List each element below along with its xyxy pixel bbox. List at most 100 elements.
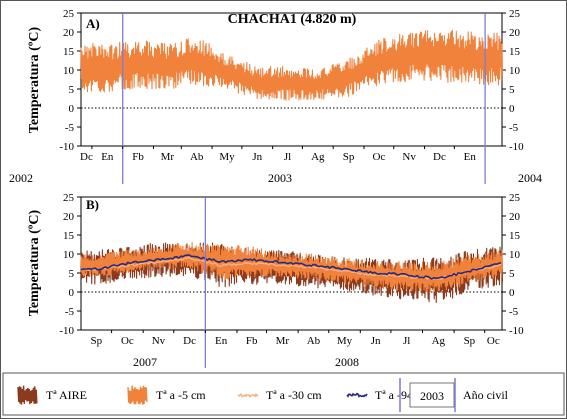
y-tick-label-right: 25 xyxy=(509,8,521,20)
y-tick-label: 10 xyxy=(63,65,75,77)
legend: Tª AIRE Tª a -5 cm Tª a -30 cm Tª a -94 cm2… xyxy=(2,372,565,416)
legend-swatch xyxy=(127,385,148,405)
panel-a-title: CHACHA1 (4.820 m) xyxy=(228,12,357,27)
y-tick-label: 5 xyxy=(69,84,75,96)
x-tick-label: Jn xyxy=(252,151,262,163)
y-tick-label: 15 xyxy=(63,46,75,58)
y-tick-label: -5 xyxy=(65,122,75,134)
x-year-label: 2007 xyxy=(133,355,157,369)
panel-a-month-labels: Dc En Fb Mr Ab My Jn Jl Ag Sp Oc Nv Dc En 2002 2003 2004 xyxy=(9,146,542,185)
y-tick-label-right: 25 xyxy=(509,192,521,204)
x-tick-label: Sp xyxy=(90,335,102,347)
y-tick-label: -5 xyxy=(65,306,75,318)
y-tick-label: 10 xyxy=(63,249,75,261)
x-year-label: 2008 xyxy=(335,355,359,369)
y-tick-label-right: 5 xyxy=(509,268,515,280)
x-year-label: 2003 xyxy=(268,171,292,185)
x-tick-label: Oc xyxy=(487,335,500,347)
x-tick-label: Oc xyxy=(121,335,134,347)
x-tick-label: En xyxy=(101,151,114,163)
legend-item: Año civil xyxy=(454,378,509,412)
y-tick-label: 5 xyxy=(69,268,75,280)
y-tick-label: 15 xyxy=(63,230,75,242)
y-tick-label-right: 10 xyxy=(509,65,521,77)
panel-b-series xyxy=(80,242,504,304)
x-tick-label: My xyxy=(219,151,235,163)
panel-b: B) -10 -10 -5 -5 0 0 5 5 10 10 15 15 20 20 25 25 Sp Oc Nv… xyxy=(59,192,524,369)
x-tick-label: Sp xyxy=(464,335,476,347)
y-tick-label-right: -5 xyxy=(509,306,519,318)
x-tick-label: Ab xyxy=(307,335,321,347)
y-tick-label-right: 0 xyxy=(509,287,515,299)
x-tick-label: En xyxy=(464,151,477,163)
series-t-a-5-cm xyxy=(80,242,504,293)
x-tick-label: Dc xyxy=(183,335,196,347)
x-tick-label: My xyxy=(337,335,353,347)
legend-label: Año civil xyxy=(463,388,509,402)
x-tick-label: Fb xyxy=(132,151,144,163)
y-tick-label: 20 xyxy=(63,211,75,223)
legend-label: 2003 xyxy=(420,389,444,403)
legend-item: Tª a -5 cm xyxy=(127,385,206,405)
x-tick-label: Ab xyxy=(190,151,204,163)
y-tick-label-right: 15 xyxy=(509,230,521,242)
legend-label: Tª a -30 cm xyxy=(266,388,322,402)
panel-a: A) CHACHA1 (4.820 m) -10 -10 -5 -5 0 0 5 5 10 10 1… xyxy=(9,8,542,185)
y-tick-label: -10 xyxy=(59,141,74,153)
y-tick-label: 0 xyxy=(69,287,75,299)
x-tick-label: Nv xyxy=(402,151,416,163)
y-tick-label-right: 10 xyxy=(509,249,521,261)
x-tick-label: Ag xyxy=(311,151,325,163)
legend-year-box xyxy=(409,382,455,408)
y-tick-label-right: 0 xyxy=(509,103,515,115)
legend-item: 2003 xyxy=(399,378,455,412)
x-year-label: 2002 xyxy=(9,171,33,185)
x-tick-label: Dc xyxy=(433,151,446,163)
legend-swatch xyxy=(237,392,259,398)
series-t-a-5-cm xyxy=(80,29,504,101)
y-tick-label-right: 5 xyxy=(509,84,515,96)
legend-item: Tª a -30 cm xyxy=(237,388,322,402)
panel-a-series xyxy=(80,29,504,101)
y-tick-label-right: 20 xyxy=(509,211,521,223)
y-tick-label-right: -10 xyxy=(509,141,524,153)
x-year-label: 2004 xyxy=(518,171,542,185)
legend-box xyxy=(2,372,565,416)
legend-swatch xyxy=(17,385,38,405)
panel-a-y-axis-title: Temperatura (ºC) xyxy=(27,26,42,133)
x-tick-label: Sp xyxy=(343,151,355,163)
y-tick-label: -10 xyxy=(59,325,74,337)
panel-b-month-labels: Sp Oc Nv Dc En Fb Mr Ab My Jn Jl Ag Sp Oc 2007 2008 xyxy=(90,330,500,369)
x-tick-label: Jn xyxy=(371,335,381,347)
panel-b-label: B) xyxy=(86,197,99,212)
legend-label: Tª a -5 cm xyxy=(156,388,206,402)
legend-item: Tª AIRE xyxy=(17,385,87,405)
panel-b-y-axis-title: Temperatura (ºC) xyxy=(27,209,42,316)
x-tick-label: En xyxy=(215,335,228,347)
x-tick-label: Mr xyxy=(161,151,175,163)
panel-a-label: A) xyxy=(86,16,100,31)
series-t-a-94-cm xyxy=(80,254,502,280)
x-tick-label: Fb xyxy=(246,335,258,347)
y-tick-label: 0 xyxy=(69,103,75,115)
legend-label: Tª AIRE xyxy=(46,388,87,402)
x-tick-label: Jl xyxy=(284,151,291,163)
y-tick-label: 25 xyxy=(63,8,75,20)
y-tick-label-right: -5 xyxy=(509,122,519,134)
x-tick-label: Jl xyxy=(403,335,410,347)
y-tick-label-right: 15 xyxy=(509,46,521,58)
x-tick-label: Ag xyxy=(432,335,446,347)
x-tick-label: Nv xyxy=(152,335,166,347)
panel-b-axes: -10 -10 -5 -5 0 0 5 5 10 10 15 15 20 20 25 25 xyxy=(59,192,524,337)
x-tick-label: Dc xyxy=(80,151,93,163)
y-tick-label-right: 20 xyxy=(509,27,521,39)
x-tick-label: Oc xyxy=(372,151,385,163)
x-tick-label: Mr xyxy=(276,335,290,347)
y-tick-label: 20 xyxy=(63,27,75,39)
panel-a-calendar-lines xyxy=(122,13,486,184)
y-tick-label-right: -10 xyxy=(509,325,524,337)
y-tick-label: 25 xyxy=(63,192,75,204)
panel-a-axes: -10 -10 -5 -5 0 0 5 5 10 10 15 15 20 20 25 25 xyxy=(59,8,524,153)
legend-swatch xyxy=(346,392,368,398)
